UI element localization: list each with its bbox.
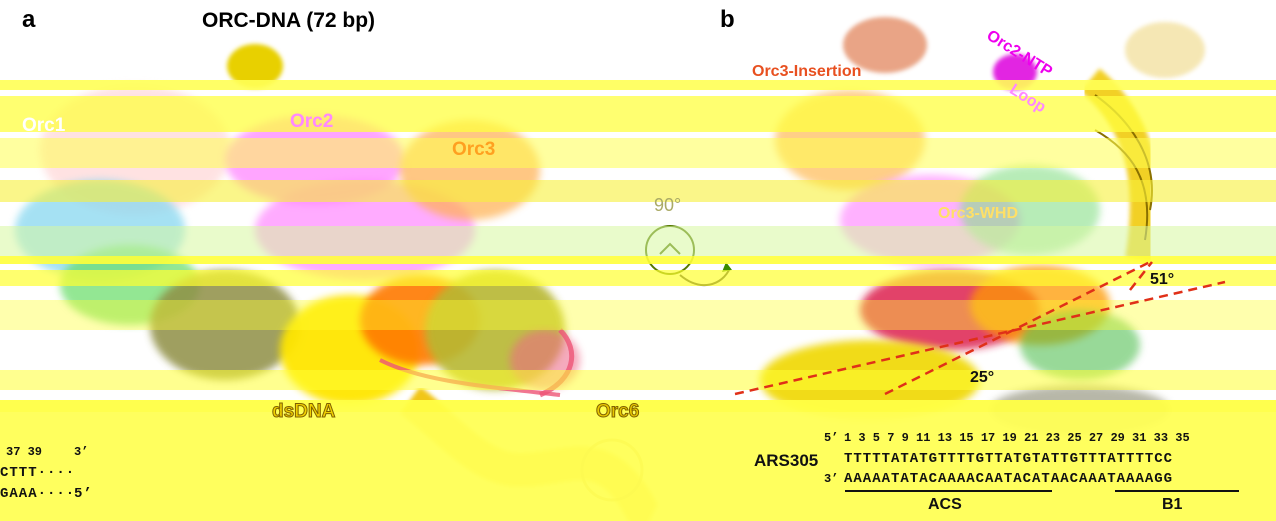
label-orc6: Orc6 [595, 401, 640, 422]
angle-25-label: 25° [970, 369, 995, 386]
label-orc3-insertion: Orc3-Insertion [752, 63, 862, 80]
panel-a-seq-end-bottom: 5’ [74, 486, 93, 502]
angle-51-label: 51° [1150, 271, 1175, 288]
region-b1-label: B1 [1162, 496, 1183, 513]
region-acs-label: ACS [928, 496, 962, 513]
panel-a-letter: a [22, 6, 36, 33]
panel-a-seq-numbers: 37 39 [6, 445, 43, 459]
seq-position-numbers: 1 3 5 7 9 11 13 15 17 19 21 23 25 27 29 … [844, 431, 1190, 445]
seq-three-prime-bottom: 3’ [824, 472, 839, 486]
angle-lines [734, 260, 1226, 396]
rotation-label: 90° [654, 195, 682, 215]
b1-underline [1115, 490, 1239, 492]
acs-underline [845, 490, 1052, 492]
panel-a-seq-top: CTTT···· [0, 465, 76, 481]
label-dsdna: dsDNA [271, 401, 336, 422]
panel-a-seq-bottom: GAAA···· [0, 486, 76, 502]
sequence-top-strand: TTTTTATATGTTTTGTTATGTATTGTTTATTTTCC [844, 451, 1174, 467]
label-orc3-whd: Orc3-WHD [938, 205, 1019, 222]
label-orc3: Orc3 [452, 139, 496, 160]
label-orc2: Orc2 [290, 111, 334, 132]
scan-glitch-bands [0, 80, 1276, 521]
sequence-bottom-strand: AAAAATATACAAAACAATACATAACAAATAAAAGG [844, 471, 1174, 487]
label-orc1: Orc1 [22, 115, 66, 136]
panel-a-seq-end-top: 3’ [74, 445, 89, 459]
seq-five-prime-top: 5’ [824, 431, 839, 445]
sequence-name: ARS305 [754, 451, 819, 470]
panel-b-letter: b [720, 6, 735, 33]
panel-a-title: ORC-DNA (72 bp) [202, 9, 376, 32]
